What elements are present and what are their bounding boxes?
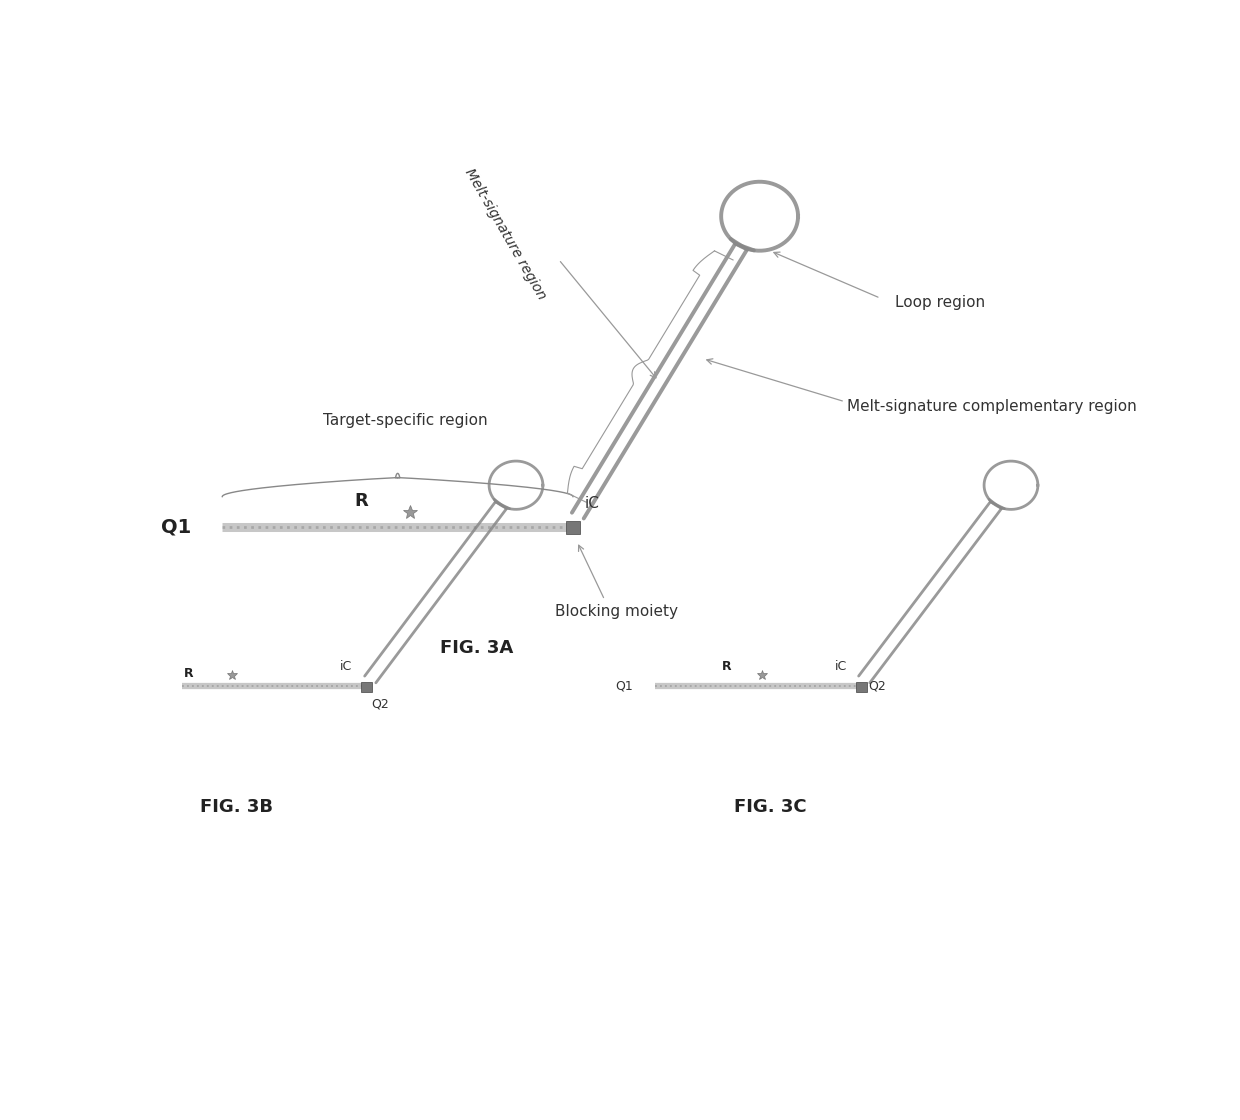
Text: Blocking moiety: Blocking moiety — [554, 605, 678, 619]
Text: Target-specific region: Target-specific region — [324, 412, 487, 428]
Text: Q2: Q2 — [868, 680, 885, 693]
Text: iC: iC — [584, 496, 599, 511]
Bar — [567, 521, 580, 534]
Text: FIG. 3B: FIG. 3B — [200, 799, 273, 816]
Text: iC: iC — [835, 661, 847, 673]
Text: R: R — [184, 666, 193, 680]
Bar — [856, 682, 867, 692]
Bar — [361, 682, 372, 692]
Text: FIG. 3A: FIG. 3A — [440, 638, 513, 657]
Text: Q1: Q1 — [615, 680, 632, 693]
Text: FIG. 3C: FIG. 3C — [734, 799, 806, 816]
Text: Melt-signature region: Melt-signature region — [463, 166, 549, 301]
Text: R: R — [722, 661, 732, 673]
Text: Melt-signature complementary region: Melt-signature complementary region — [847, 399, 1137, 413]
Text: Q2: Q2 — [371, 698, 389, 710]
Text: R: R — [355, 492, 368, 510]
Text: Loop region: Loop region — [895, 295, 985, 310]
Text: Q1: Q1 — [161, 517, 191, 536]
Text: iC: iC — [340, 661, 352, 673]
